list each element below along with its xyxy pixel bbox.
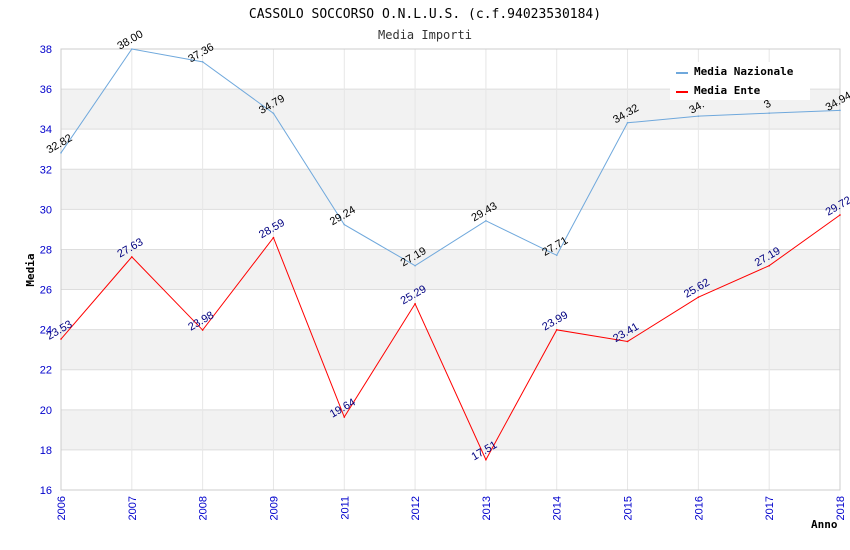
x-tick-label: 2013 bbox=[481, 496, 493, 520]
legend: Media Nazionale Media Ente bbox=[670, 62, 810, 100]
x-axis-label: Anno bbox=[811, 518, 838, 531]
point-media-ente bbox=[201, 329, 204, 331]
y-tick-label: 36 bbox=[40, 84, 52, 96]
point-media-nazionale bbox=[485, 219, 487, 222]
y-tick-label: 26 bbox=[40, 285, 52, 297]
point-media-nazionale bbox=[201, 61, 204, 63]
y-tick-label: 28 bbox=[40, 244, 52, 256]
x-tick-label: 2014 bbox=[552, 496, 564, 520]
grid-band bbox=[61, 169, 840, 210]
point-media-ente bbox=[131, 256, 133, 258]
y-tick-label: 24 bbox=[40, 325, 52, 337]
data-label-nazionale: 3 bbox=[762, 98, 773, 111]
y-tick-label: 22 bbox=[40, 365, 52, 377]
y-tick-label: 32 bbox=[40, 164, 52, 176]
point-media-nazionale bbox=[555, 254, 558, 257]
y-tick-labels: 16 18 20 22 24 26 28 30 32 34 36 38 bbox=[40, 44, 52, 497]
point-media-nazionale bbox=[343, 223, 346, 226]
point-media-ente bbox=[60, 338, 62, 340]
y-tick-label: 16 bbox=[40, 485, 52, 497]
y-tick-label: 18 bbox=[40, 445, 52, 457]
legend-label-nazionale: Media Nazionale bbox=[694, 65, 794, 78]
point-media-nazionale bbox=[626, 121, 629, 124]
y-tick-label: 34 bbox=[40, 124, 52, 136]
x-tick-labels: 2006 2007 2008 2009 2011 2012 2013 2014 2015 2016… bbox=[56, 496, 847, 520]
series-line-media-nazionale bbox=[60, 48, 841, 267]
x-tick-label: 2008 bbox=[198, 496, 210, 520]
plot-area-border bbox=[60, 48, 841, 491]
data-label-ente: 28.59 bbox=[257, 217, 287, 241]
y-tick-label: 30 bbox=[40, 204, 52, 216]
point-media-ente bbox=[555, 329, 558, 331]
point-media-nazionale bbox=[697, 115, 700, 117]
point-media-nazionale bbox=[839, 109, 841, 112]
point-media-nazionale bbox=[272, 112, 275, 115]
point-media-nazionale bbox=[131, 48, 133, 50]
point-media-ente bbox=[839, 214, 841, 216]
legend-label-ente: Media Ente bbox=[694, 84, 761, 97]
x-tick-label: 2009 bbox=[268, 496, 280, 520]
y-tick-label: 38 bbox=[40, 44, 52, 56]
chart-subtitle: Media Importi bbox=[378, 28, 472, 42]
x-tick-label: 2018 bbox=[835, 496, 847, 520]
grid-band bbox=[61, 249, 840, 290]
legend-box bbox=[670, 62, 810, 100]
x-tick-label: 2017 bbox=[764, 496, 776, 520]
point-media-ente bbox=[626, 340, 629, 343]
y-tick-label: 20 bbox=[40, 405, 52, 417]
point-media-ente bbox=[414, 302, 416, 305]
grid-band bbox=[61, 329, 840, 370]
x-tick-label: 2016 bbox=[693, 496, 705, 520]
point-media-ente bbox=[272, 236, 275, 239]
series-lines bbox=[60, 48, 841, 461]
point-media-nazionale bbox=[768, 112, 770, 114]
x-tick-label: 2012 bbox=[410, 496, 422, 520]
x-tick-label: 2015 bbox=[623, 496, 635, 520]
x-tick-label: 2007 bbox=[127, 496, 139, 520]
point-media-ente bbox=[697, 296, 700, 298]
point-media-ente bbox=[343, 416, 346, 418]
grid-band bbox=[61, 409, 840, 450]
y-axis-label: Media bbox=[24, 253, 37, 286]
point-media-ente bbox=[485, 458, 487, 461]
series-line-media-ente bbox=[60, 214, 841, 461]
x-tick-label: 2006 bbox=[56, 496, 68, 520]
point-media-ente bbox=[768, 264, 770, 267]
x-tick-label: 2011 bbox=[339, 496, 351, 520]
point-media-nazionale bbox=[60, 152, 62, 154]
chart-title: CASSOLO SOCCORSO O.N.L.U.S. (c.f.9402353… bbox=[249, 7, 601, 22]
point-media-nazionale bbox=[414, 264, 416, 267]
grid-bands bbox=[61, 89, 840, 450]
